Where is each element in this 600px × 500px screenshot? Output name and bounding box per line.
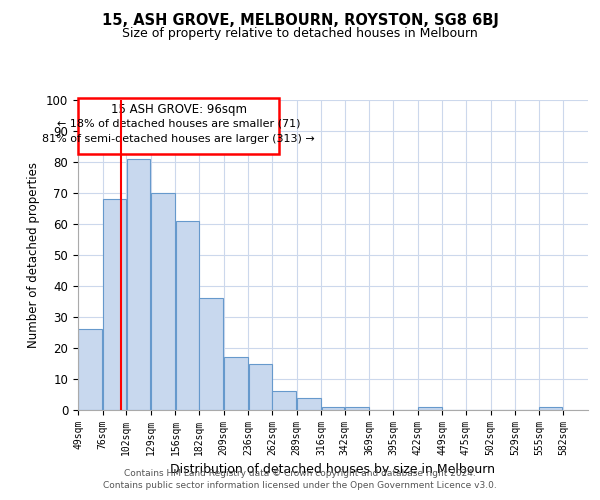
Bar [79, 330, 102, 410]
Text: 15, ASH GROVE, MELBOURN, ROYSTON, SG8 6BJ: 15, ASH GROVE, MELBOURN, ROYSTON, SG8 6B… [101, 12, 499, 28]
Bar [297, 398, 321, 410]
FancyBboxPatch shape [78, 98, 279, 154]
Bar [199, 298, 223, 410]
Y-axis label: Number of detached properties: Number of detached properties [28, 162, 40, 348]
Bar [345, 407, 369, 410]
Text: Size of property relative to detached houses in Melbourn: Size of property relative to detached ho… [122, 28, 478, 40]
Bar [322, 407, 344, 410]
Bar [224, 358, 248, 410]
Bar [248, 364, 272, 410]
X-axis label: Distribution of detached houses by size in Melbourn: Distribution of detached houses by size … [170, 464, 496, 476]
Text: Contains public sector information licensed under the Open Government Licence v3: Contains public sector information licen… [103, 481, 497, 490]
Text: 81% of semi-detached houses are larger (313) →: 81% of semi-detached houses are larger (… [42, 134, 315, 144]
Bar [272, 392, 296, 410]
Bar [127, 159, 151, 410]
Bar [418, 407, 442, 410]
Bar [103, 199, 126, 410]
Text: Contains HM Land Registry data © Crown copyright and database right 2024.: Contains HM Land Registry data © Crown c… [124, 468, 476, 477]
Bar [176, 221, 199, 410]
Text: ← 18% of detached houses are smaller (71): ← 18% of detached houses are smaller (71… [57, 118, 301, 128]
Text: 15 ASH GROVE: 96sqm: 15 ASH GROVE: 96sqm [110, 103, 247, 116]
Bar [539, 407, 562, 410]
Bar [151, 193, 175, 410]
